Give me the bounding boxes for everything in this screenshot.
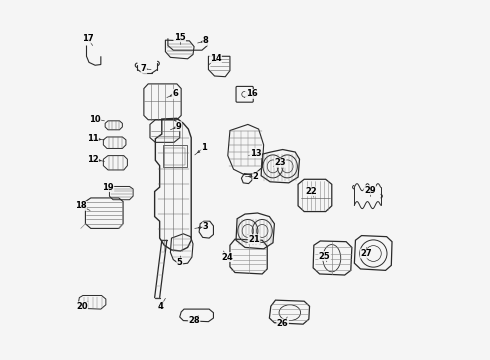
Text: 29: 29	[364, 185, 376, 194]
Text: 7: 7	[141, 64, 147, 73]
Text: 28: 28	[188, 316, 200, 325]
Text: 23: 23	[274, 158, 286, 167]
Text: 10: 10	[89, 114, 101, 123]
Text: 1: 1	[201, 143, 207, 152]
Text: 6: 6	[172, 89, 178, 98]
Text: 4: 4	[158, 302, 164, 311]
Text: 11: 11	[87, 134, 98, 143]
Text: 5: 5	[177, 258, 183, 267]
Text: 22: 22	[305, 187, 317, 196]
Text: 14: 14	[210, 54, 221, 63]
Text: 13: 13	[250, 149, 262, 158]
Text: 9: 9	[176, 122, 181, 131]
Text: 12: 12	[87, 155, 98, 164]
Text: 25: 25	[318, 252, 330, 261]
Text: 21: 21	[248, 235, 260, 244]
Text: 27: 27	[361, 249, 372, 258]
Text: 2: 2	[253, 172, 259, 181]
Text: 19: 19	[102, 183, 114, 192]
Text: 17: 17	[82, 34, 94, 43]
Text: 16: 16	[245, 89, 257, 98]
Text: 15: 15	[174, 33, 186, 42]
Text: 8: 8	[203, 36, 208, 45]
Text: 3: 3	[203, 222, 208, 231]
Text: 24: 24	[221, 253, 233, 262]
Text: 18: 18	[75, 201, 87, 210]
Text: 20: 20	[76, 302, 88, 311]
Text: 26: 26	[277, 319, 289, 328]
